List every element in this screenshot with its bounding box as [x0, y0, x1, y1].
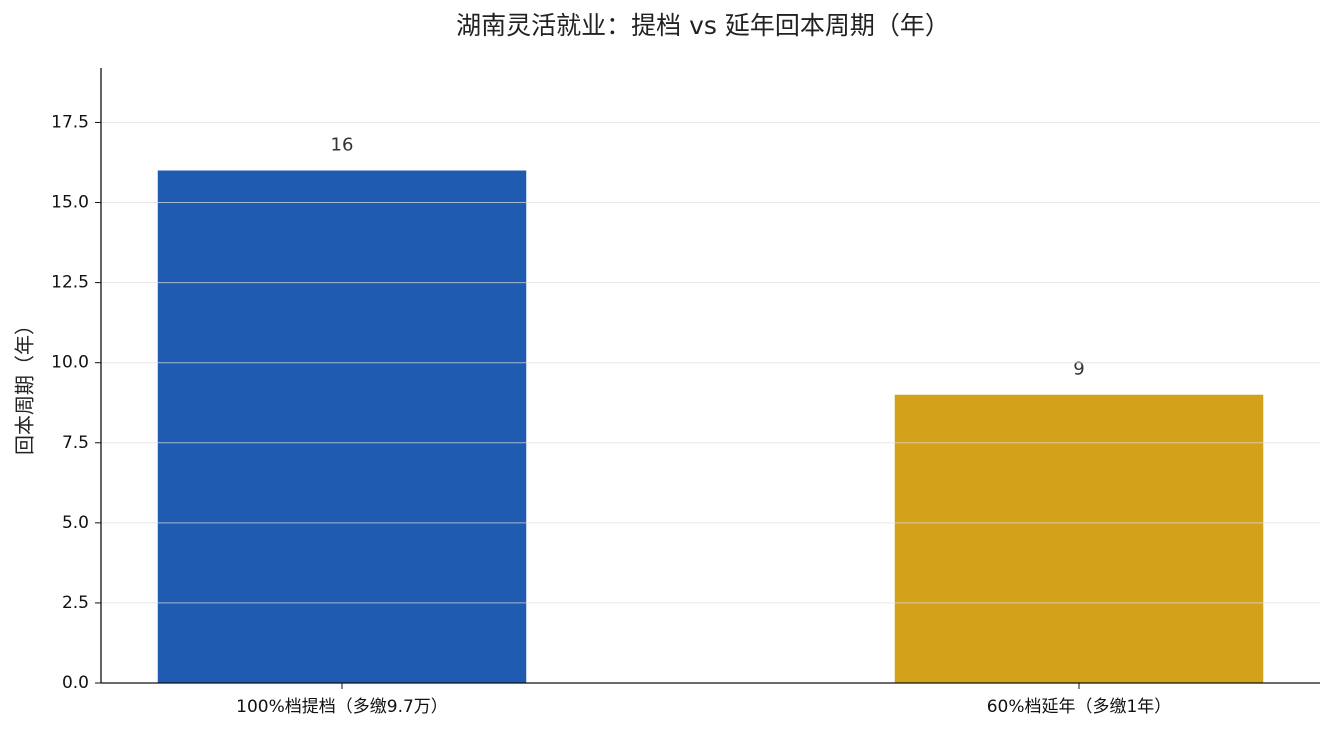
bar — [157, 170, 527, 683]
y-tick-label: 15.0 — [51, 193, 89, 213]
y-tick-label: 0.0 — [62, 673, 89, 693]
bar — [894, 394, 1264, 683]
y-tick-label: 7.5 — [62, 433, 89, 453]
y-tick-label: 12.5 — [51, 273, 89, 293]
y-tick-label: 10.0 — [51, 353, 89, 373]
x-tick-label: 100%档提档（多缴9.7万） — [236, 697, 448, 717]
y-tick-label: 5.0 — [62, 513, 89, 533]
value-label: 16 — [331, 135, 354, 156]
y-tick-label: 17.5 — [51, 112, 89, 132]
y-tick-label: 2.5 — [62, 593, 89, 613]
value-label: 9 — [1073, 359, 1084, 380]
chart-title: 湖南灵活就业：提档 vs 延年回本周期（年） — [456, 11, 950, 40]
x-tick-label: 60%档延年（多缴1年） — [987, 697, 1172, 717]
y-axis-label: 回本周期（年） — [13, 315, 37, 455]
